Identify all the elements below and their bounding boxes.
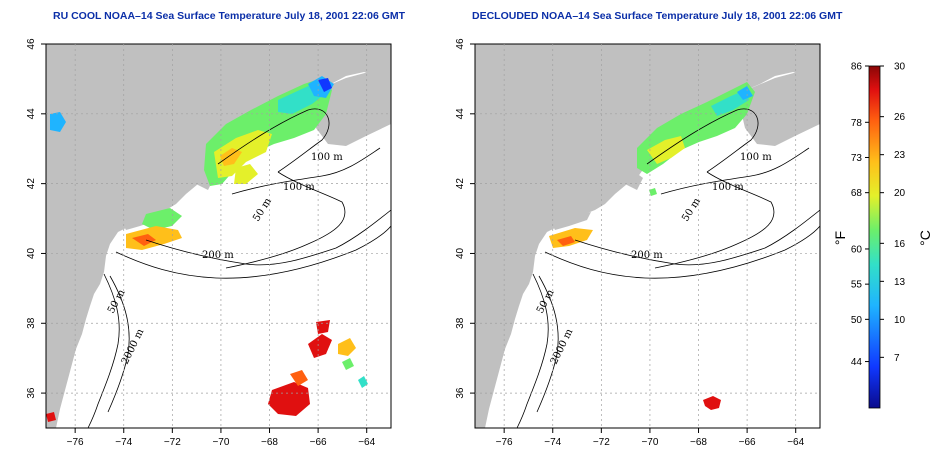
- colorbar-f-label: 55: [851, 280, 863, 291]
- left-graticule: [46, 44, 391, 428]
- right-y-tick-label: 36: [455, 387, 466, 399]
- colorbar-f-label: 78: [851, 118, 863, 129]
- left-contour-label-200m: 200 m: [202, 250, 234, 261]
- right-y-tick-label: 44: [455, 108, 466, 120]
- left-bathymetry-contours: [87, 108, 391, 428]
- right-y-tick-label: 46: [455, 38, 466, 50]
- left-y-tick-label: 44: [26, 108, 37, 120]
- right-y-tick-label: 40: [455, 247, 466, 259]
- left-x-tick-label: −68: [261, 437, 278, 448]
- colorbar-f-label: 60: [851, 244, 863, 255]
- left-x-tick-label: −74: [115, 437, 132, 448]
- colorbar-c-label: 13: [894, 277, 906, 288]
- right-x-tick-label: −66: [739, 437, 756, 448]
- right-contour-label-100m-b: 100 m: [712, 182, 744, 193]
- colorbar-fahrenheit-unit: °F: [832, 231, 848, 245]
- left-x-tick-label: −64: [358, 437, 375, 448]
- temperature-colorbar: 86 78 73 68 60 55 50 44 30 26 23 20 16 13 10 7 °F °C: [832, 62, 933, 409]
- left-x-tick-label: −66: [310, 437, 327, 448]
- right-x-tick-label: −74: [544, 437, 561, 448]
- right-long-island: [551, 212, 591, 230]
- right-contour-label-100m-a: 100 m: [740, 152, 772, 163]
- left-land-mass: [46, 44, 391, 428]
- right-panel-title: DECLOUDED NOAA–14 Sea Surface Temperatur…: [472, 10, 843, 22]
- right-x-tick-label: −72: [593, 437, 610, 448]
- colorbar-c-label: 26: [894, 112, 906, 123]
- right-x-tick-label: −68: [690, 437, 707, 448]
- left-map-frame: [45, 43, 392, 429]
- colorbar-c-label: 20: [894, 188, 906, 199]
- colorbar-fahrenheit-ticks: 86 78 73 68 60 55 50 44: [851, 62, 869, 368]
- left-panel-title: RU COOL NOAA–14 Sea Surface Temperature …: [53, 10, 406, 22]
- right-graticule: [475, 44, 820, 428]
- right-x-tick-label: −76: [496, 437, 513, 448]
- right-y-tick-label: 38: [455, 317, 466, 329]
- left-x-tick-label: −76: [67, 437, 84, 448]
- right-cape-cod: [625, 172, 643, 190]
- left-y-tick-label: 46: [26, 38, 37, 50]
- colorbar-c-label: 10: [894, 315, 906, 326]
- colorbar-celsius-ticks: 30 26 23 20 16 13 10 7: [880, 62, 906, 364]
- right-x-tick-label: −64: [787, 437, 804, 448]
- right-x-tick-label: −70: [641, 437, 658, 448]
- colorbar-c-label: 16: [894, 239, 906, 250]
- left-axis-ticks: −76 −74 −72 −70 −68 −66 −64 36 38 40 42 44 46: [26, 38, 376, 448]
- colorbar-gradient: [868, 65, 881, 409]
- left-contour-label-100m-b: 100 m: [283, 182, 315, 193]
- colorbar-f-label: 68: [851, 188, 863, 199]
- left-y-tick-label: 38: [26, 317, 37, 329]
- colorbar-f-label: 73: [851, 153, 863, 164]
- left-y-tick-label: 42: [26, 178, 37, 190]
- left-x-tick-label: −70: [212, 437, 229, 448]
- left-map-content: [46, 44, 391, 428]
- colorbar-c-label: 7: [894, 353, 900, 364]
- right-y-tick-label: 42: [455, 178, 466, 190]
- colorbar-c-label: 23: [894, 150, 906, 161]
- right-map-frame: [474, 43, 821, 429]
- colorbar-celsius-unit: °C: [917, 230, 933, 246]
- colorbar-f-label: 86: [851, 62, 863, 73]
- right-map-content: [475, 44, 820, 428]
- right-contour-label-200m: 200 m: [631, 250, 663, 261]
- left-sst-patches: [46, 76, 368, 422]
- right-axis-ticks: −76 −74 −72 −70 −68 −66 −64 36 38 40 42 44 46: [455, 38, 805, 448]
- right-bathymetry-contours: [516, 108, 820, 428]
- colorbar-f-label: 44: [851, 357, 863, 368]
- left-y-tick-label: 40: [26, 247, 37, 259]
- right-land-mass: [475, 44, 820, 428]
- right-sst-patches: [549, 82, 755, 410]
- left-contour-label-100m-a: 100 m: [311, 152, 343, 163]
- left-x-tick-label: −72: [164, 437, 181, 448]
- colorbar-c-label: 30: [894, 62, 906, 73]
- left-y-tick-label: 36: [26, 387, 37, 399]
- colorbar-f-label: 50: [851, 315, 863, 326]
